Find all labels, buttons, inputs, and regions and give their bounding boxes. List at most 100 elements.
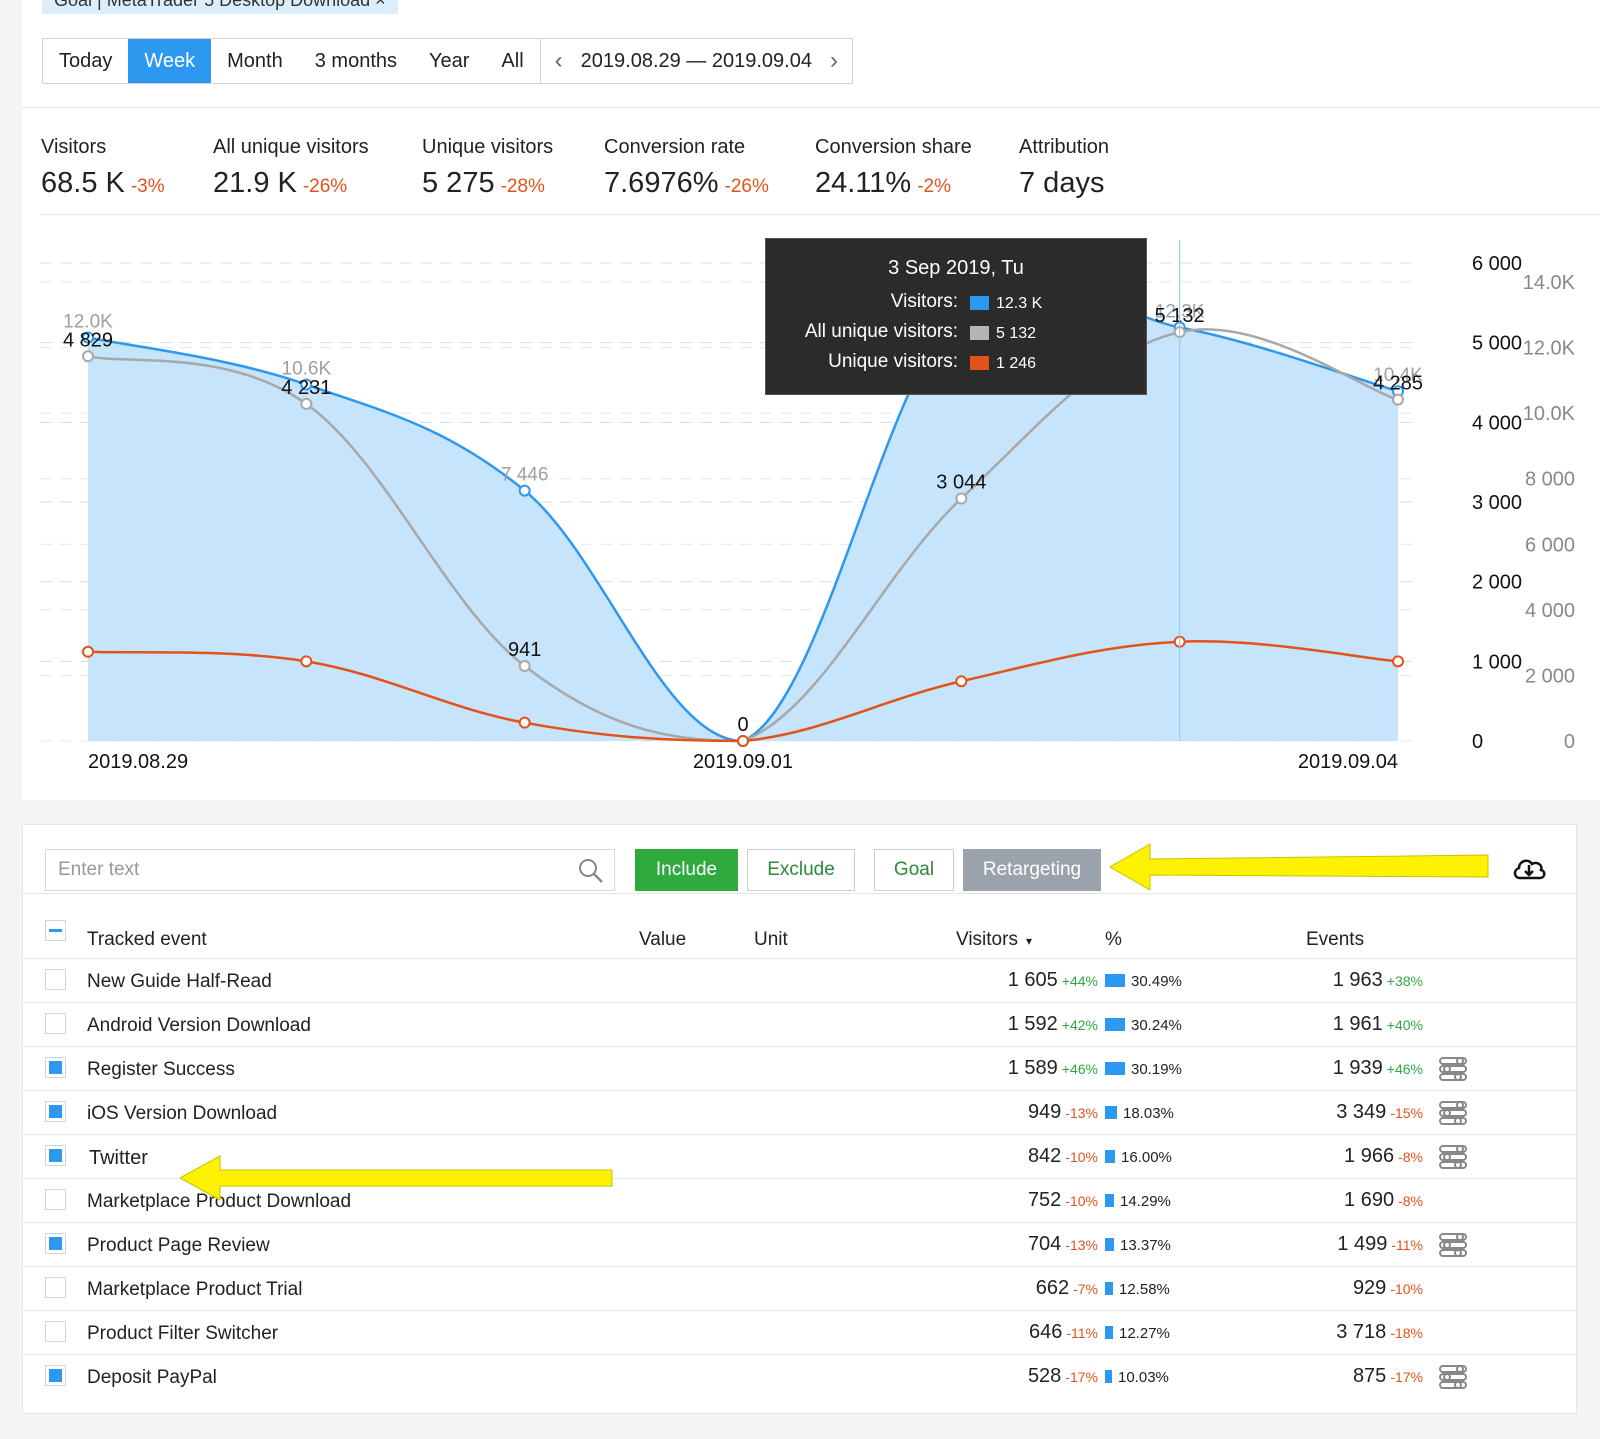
tooltip-title: 3 Sep 2019, Tu [888, 257, 1024, 279]
visitors-cell: 1 589 +46% [1008, 1057, 1098, 1080]
table-row[interactable]: Android Version Download 1 592 +42% 30.24% 1… [23, 1002, 1578, 1046]
y2-tick-label: 14.0K [1523, 272, 1576, 294]
events-delta: -17% [1390, 1369, 1423, 1385]
period-week-button[interactable]: Week [128, 39, 212, 83]
events-cell: 3 349 -15% [1336, 1101, 1423, 1124]
row-checkbox[interactable] [45, 1101, 66, 1122]
tooltip-label: Visitors: [890, 291, 958, 312]
cloud-download-icon[interactable] [1511, 855, 1547, 883]
point-label: 7 446 [501, 465, 549, 486]
metric-visitors[interactable]: Visitors 68.5 K -3% [41, 136, 165, 200]
sliders-settings-icon[interactable] [1438, 1363, 1468, 1391]
search-icon[interactable] [578, 858, 604, 884]
row-checkbox[interactable] [45, 1321, 66, 1342]
table-row[interactable]: Twitter 842 -10% 16.00% 1 966 -8% [23, 1134, 1578, 1178]
visitors-delta: -13% [1065, 1237, 1098, 1253]
sliders-settings-icon[interactable] [1438, 1055, 1468, 1083]
metric-attribution[interactable]: Attribution 7 days [1019, 136, 1109, 200]
period-today-button[interactable]: Today [59, 50, 113, 72]
events-delta: -8% [1398, 1149, 1423, 1165]
sliders-settings-icon[interactable] [1438, 1099, 1468, 1127]
y-tick-label: 5 000 [1472, 333, 1522, 355]
tooltip-swatch [970, 296, 989, 310]
goal-button[interactable]: Goal [874, 849, 954, 891]
sliders-settings-icon[interactable] [1438, 1143, 1468, 1171]
header-value[interactable]: Value [639, 929, 687, 950]
events-delta: +40% [1386, 1017, 1423, 1033]
point-label: 0 [737, 714, 748, 736]
row-checkbox[interactable] [45, 969, 66, 990]
row-checkbox[interactable] [45, 1189, 66, 1210]
visitors-delta: -11% [1066, 1325, 1098, 1341]
events-value: 1 939 [1332, 1057, 1383, 1079]
header-events[interactable]: Events [1306, 929, 1365, 950]
row-checkbox[interactable] [45, 1365, 66, 1386]
period-all-button[interactable]: All [501, 50, 524, 72]
chevron-right-icon[interactable]: › [829, 47, 838, 74]
y2-tick-label: 0 [1564, 731, 1575, 753]
row-checkbox[interactable] [45, 1013, 66, 1034]
metric-all-unique-visitors[interactable]: All unique visitors 21.9 K -26% [213, 136, 369, 200]
metric-value: 7.6976% [604, 167, 719, 199]
table-row[interactable]: Register Success 1 589 +46% 30.19% 1 939 +46% [23, 1046, 1578, 1090]
include-button[interactable]: Include [635, 849, 738, 891]
header-visitors[interactable]: Visitors ▾ [956, 929, 1032, 951]
visitors-value: 1 592 [1007, 1013, 1058, 1035]
event-search-box [45, 849, 615, 891]
series-point [518, 716, 531, 729]
events-value: 3 718 [1336, 1321, 1387, 1343]
metric-delta: -26% [302, 176, 348, 197]
percent-value: 18.03% [1123, 1105, 1174, 1122]
series-point [518, 660, 531, 673]
period-3months-button[interactable]: 3 months [314, 50, 397, 72]
exclude-button[interactable]: Exclude [747, 849, 855, 891]
event-name: Deposit PayPal [87, 1367, 217, 1388]
header-unit[interactable]: Unit [754, 929, 788, 950]
series-point [82, 350, 94, 363]
row-checkbox[interactable] [45, 1233, 66, 1254]
row-checkbox[interactable] [45, 1057, 66, 1078]
metric-unique-visitors[interactable]: Unique visitors 5 275 -28% [422, 136, 553, 200]
period-month-button[interactable]: Month [227, 50, 283, 72]
y2-tick-label: 12.0K [1523, 338, 1576, 360]
table-row[interactable]: Marketplace Product Trial 662 -7% 12.58% 929… [23, 1266, 1578, 1310]
metric-conversion-share[interactable]: Conversion share 24.11% -2% [815, 136, 972, 200]
percent-value: 14.29% [1120, 1193, 1171, 1210]
metric-label: All unique visitors [213, 136, 369, 158]
percent-value: 10.03% [1118, 1369, 1169, 1386]
period-year-button[interactable]: Year [429, 50, 470, 72]
chevron-left-icon[interactable]: ‹ [554, 47, 563, 74]
y2-tick-label: 8 000 [1525, 469, 1575, 491]
y2-tick-label: 6 000 [1525, 534, 1575, 556]
percent-bar [1105, 1018, 1125, 1031]
series-point [955, 675, 968, 688]
table-row[interactable]: iOS Version Download 949 -13% 18.03% 3 349 -1… [23, 1090, 1578, 1134]
chart-tooltip: 3 Sep 2019, Tu Visitors: All unique visi… [765, 238, 1147, 395]
select-all-checkbox[interactable] [45, 920, 66, 941]
goal-breadcrumb[interactable]: Goal | MetaTrader 5 Desktop Download × [42, 0, 398, 14]
table-row[interactable]: Deposit PayPal 528 -17% 10.03% 875 -17% [23, 1354, 1578, 1398]
annotation-arrow-icon [180, 1155, 613, 1201]
table-row[interactable]: Product Page Review 704 -13% 13.37% 1 499 -11… [23, 1222, 1578, 1266]
table-row[interactable]: New Guide Half-Read 1 605 +44% 30.49% 1 963 +… [23, 958, 1578, 1002]
table-row[interactable]: Marketplace Product Download 752 -10% 14.29… [23, 1178, 1578, 1222]
visitors-value: 949 [1027, 1101, 1062, 1123]
row-checkbox[interactable] [45, 1277, 66, 1298]
table-row[interactable]: Product Filter Switcher 646 -11% 12.27% 3 71… [23, 1310, 1578, 1354]
sliders-settings-icon[interactable] [1438, 1231, 1468, 1259]
date-range-label[interactable]: 2019.08.29 — 2019.09.04 [580, 49, 812, 72]
header-tracked-event[interactable]: Tracked event [87, 929, 207, 950]
events-cell: 875 -17% [1353, 1365, 1423, 1388]
header-percent[interactable]: % [1105, 929, 1122, 950]
metric-value: 5 275 [422, 167, 495, 199]
tooltip-value: 12.3 K [996, 295, 1043, 312]
row-checkbox[interactable] [45, 1145, 66, 1166]
event-search-input[interactable] [46, 850, 546, 890]
metric-conversion-rate[interactable]: Conversion rate 7.6976% -26% [604, 136, 769, 200]
percent-bar [1105, 1370, 1112, 1383]
retargeting-button[interactable]: Retargeting [963, 849, 1101, 891]
percent-bar [1105, 1238, 1114, 1251]
divider [23, 893, 1578, 894]
metric-value: 68.5 K [41, 167, 125, 199]
tooltip-value: 5 132 [996, 325, 1037, 342]
